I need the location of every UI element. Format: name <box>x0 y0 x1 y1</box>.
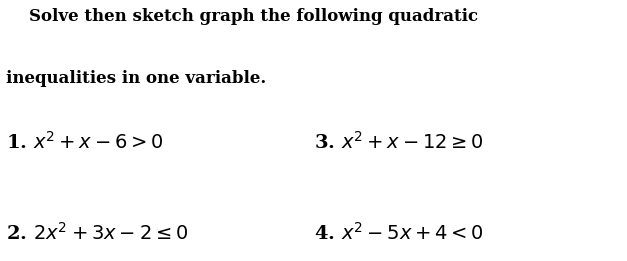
Text: 4. $x^2 - 5x + 4 < 0$: 4. $x^2 - 5x + 4 < 0$ <box>314 222 483 244</box>
Text: inequalities in one variable.: inequalities in one variable. <box>6 70 266 87</box>
Text: Solve then sketch graph the following quadratic: Solve then sketch graph the following qu… <box>6 8 478 25</box>
Text: 1. $x^2 + x - 6 > 0$: 1. $x^2 + x - 6 > 0$ <box>6 130 164 152</box>
Text: 2. $2x^2 + 3x - 2 \leq 0$: 2. $2x^2 + 3x - 2 \leq 0$ <box>6 222 189 244</box>
Text: 3. $x^2 + x - 12 \geq 0$: 3. $x^2 + x - 12 \geq 0$ <box>314 130 483 152</box>
